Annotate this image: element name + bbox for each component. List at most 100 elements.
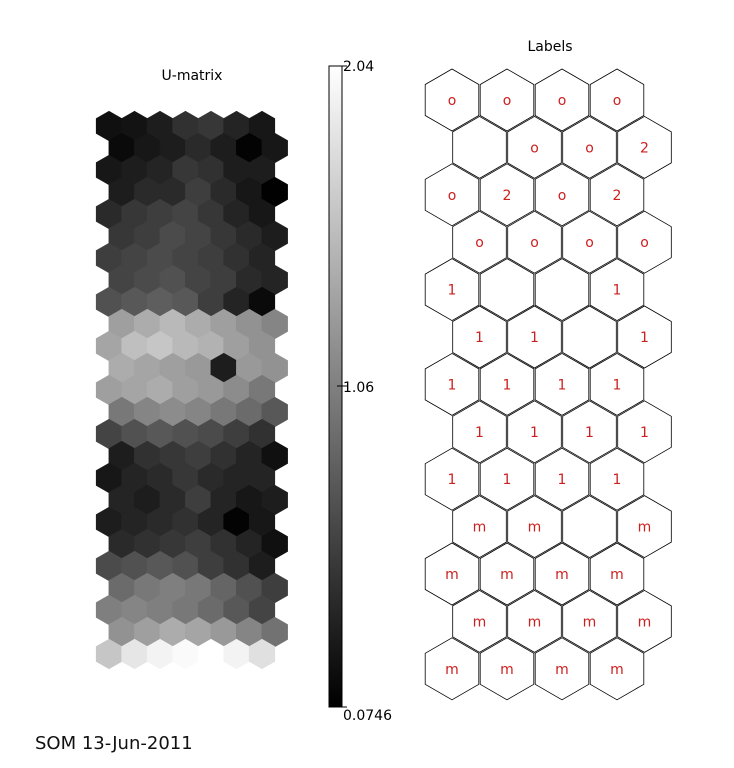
label-cell-text: m bbox=[500, 567, 514, 583]
label-cell bbox=[479, 637, 535, 701]
label-cell bbox=[562, 400, 617, 464]
label-cell-text: m bbox=[445, 567, 459, 583]
label-cell-text: 1 bbox=[448, 377, 457, 393]
label-cell-text: 1 bbox=[585, 425, 594, 441]
label-cell-text: 2 bbox=[640, 140, 649, 156]
label-cell bbox=[562, 210, 617, 274]
label-cell bbox=[452, 210, 507, 274]
label-cell bbox=[479, 447, 535, 511]
label-cell bbox=[589, 258, 645, 322]
label-cell-text: 1 bbox=[613, 377, 622, 393]
label-cell bbox=[452, 400, 507, 464]
label-cell bbox=[479, 68, 535, 132]
label-cell-text: o bbox=[585, 235, 594, 251]
label-cell-text: o bbox=[558, 188, 567, 204]
label-cell bbox=[479, 258, 535, 322]
label-cell bbox=[617, 495, 672, 559]
label-cell-text: m bbox=[473, 520, 487, 536]
label-cell-text: o bbox=[530, 235, 539, 251]
label-cell-text: o bbox=[448, 93, 457, 109]
label-cell-text: o bbox=[585, 140, 594, 156]
label-cell-text: o bbox=[475, 235, 484, 251]
label-cell-text: 1 bbox=[640, 330, 649, 346]
label-cell-text: m bbox=[473, 614, 487, 630]
label-cell bbox=[562, 589, 617, 653]
label-cell-text: 1 bbox=[558, 377, 567, 393]
label-cell-text: 1 bbox=[448, 472, 457, 488]
umatrix-cell bbox=[248, 638, 276, 670]
label-cell-text: 1 bbox=[475, 425, 484, 441]
colorbar-max-label: 2.04 bbox=[343, 59, 374, 75]
label-cell-text: o bbox=[613, 93, 622, 109]
label-cell bbox=[452, 589, 507, 653]
label-cell-text: o bbox=[530, 140, 539, 156]
label-cell bbox=[424, 258, 480, 322]
label-cell bbox=[562, 305, 617, 369]
label-cell-text: o bbox=[558, 93, 567, 109]
umatrix-heatmap bbox=[95, 110, 288, 670]
label-cell-text: 1 bbox=[613, 283, 622, 299]
label-cell-text: m bbox=[638, 520, 652, 536]
colorbar: 2.04 1.06 0.0746 bbox=[328, 59, 392, 724]
label-cell-text: 1 bbox=[640, 425, 649, 441]
label-cell bbox=[507, 210, 562, 274]
footer-caption: SOM 13-Jun-2011 bbox=[35, 733, 193, 754]
label-cell bbox=[507, 495, 562, 559]
label-cell-text: 1 bbox=[503, 472, 512, 488]
label-cell bbox=[452, 115, 507, 179]
colorbar-min-label: 0.0746 bbox=[343, 708, 392, 724]
label-cell bbox=[589, 447, 645, 511]
label-cell-text: 2 bbox=[613, 188, 622, 204]
label-cell bbox=[507, 400, 562, 464]
label-cell bbox=[617, 210, 672, 274]
label-cell-text: m bbox=[445, 662, 459, 678]
label-cell bbox=[617, 305, 672, 369]
label-cell bbox=[589, 163, 645, 227]
label-cell bbox=[507, 305, 562, 369]
label-cell bbox=[589, 637, 645, 701]
label-cell bbox=[589, 352, 645, 416]
label-cell-text: 1 bbox=[530, 425, 539, 441]
label-cell-text: 2 bbox=[503, 188, 512, 204]
label-cell-text: 1 bbox=[613, 472, 622, 488]
label-cell-text: m bbox=[555, 662, 569, 678]
label-cell-text: m bbox=[500, 662, 514, 678]
umatrix-title: U-matrix bbox=[162, 68, 223, 84]
label-cell-text: m bbox=[555, 567, 569, 583]
label-cell bbox=[617, 400, 672, 464]
label-cell-text: o bbox=[448, 188, 457, 204]
label-cell bbox=[589, 68, 645, 132]
label-cell-text: 1 bbox=[530, 330, 539, 346]
label-cell bbox=[452, 495, 507, 559]
label-cell-text: m bbox=[610, 567, 624, 583]
label-cell bbox=[534, 352, 590, 416]
label-cell-text: 1 bbox=[503, 377, 512, 393]
label-cell bbox=[424, 163, 480, 227]
label-cell-text: 1 bbox=[475, 330, 484, 346]
colorbar-mid-label: 1.06 bbox=[343, 380, 374, 396]
label-cell bbox=[534, 447, 590, 511]
label-cell bbox=[534, 258, 590, 322]
label-cell-text: m bbox=[583, 614, 597, 630]
label-cell-text: o bbox=[640, 235, 649, 251]
label-cell bbox=[424, 68, 480, 132]
label-cell bbox=[534, 637, 590, 701]
label-cell bbox=[534, 163, 590, 227]
label-cell bbox=[617, 115, 672, 179]
label-cell bbox=[534, 68, 590, 132]
labels-title: Labels bbox=[527, 39, 572, 55]
label-cell-text: 1 bbox=[558, 472, 567, 488]
label-cell bbox=[617, 589, 672, 653]
label-cell bbox=[507, 589, 562, 653]
label-cell bbox=[589, 542, 645, 606]
label-cell-text: 1 bbox=[448, 283, 457, 299]
label-cell-text: m bbox=[528, 614, 542, 630]
label-cell bbox=[562, 495, 617, 559]
label-cell bbox=[479, 163, 535, 227]
label-cell bbox=[424, 542, 480, 606]
label-cell bbox=[424, 352, 480, 416]
label-cell bbox=[424, 637, 480, 701]
label-cell bbox=[507, 115, 562, 179]
label-cell bbox=[479, 352, 535, 416]
